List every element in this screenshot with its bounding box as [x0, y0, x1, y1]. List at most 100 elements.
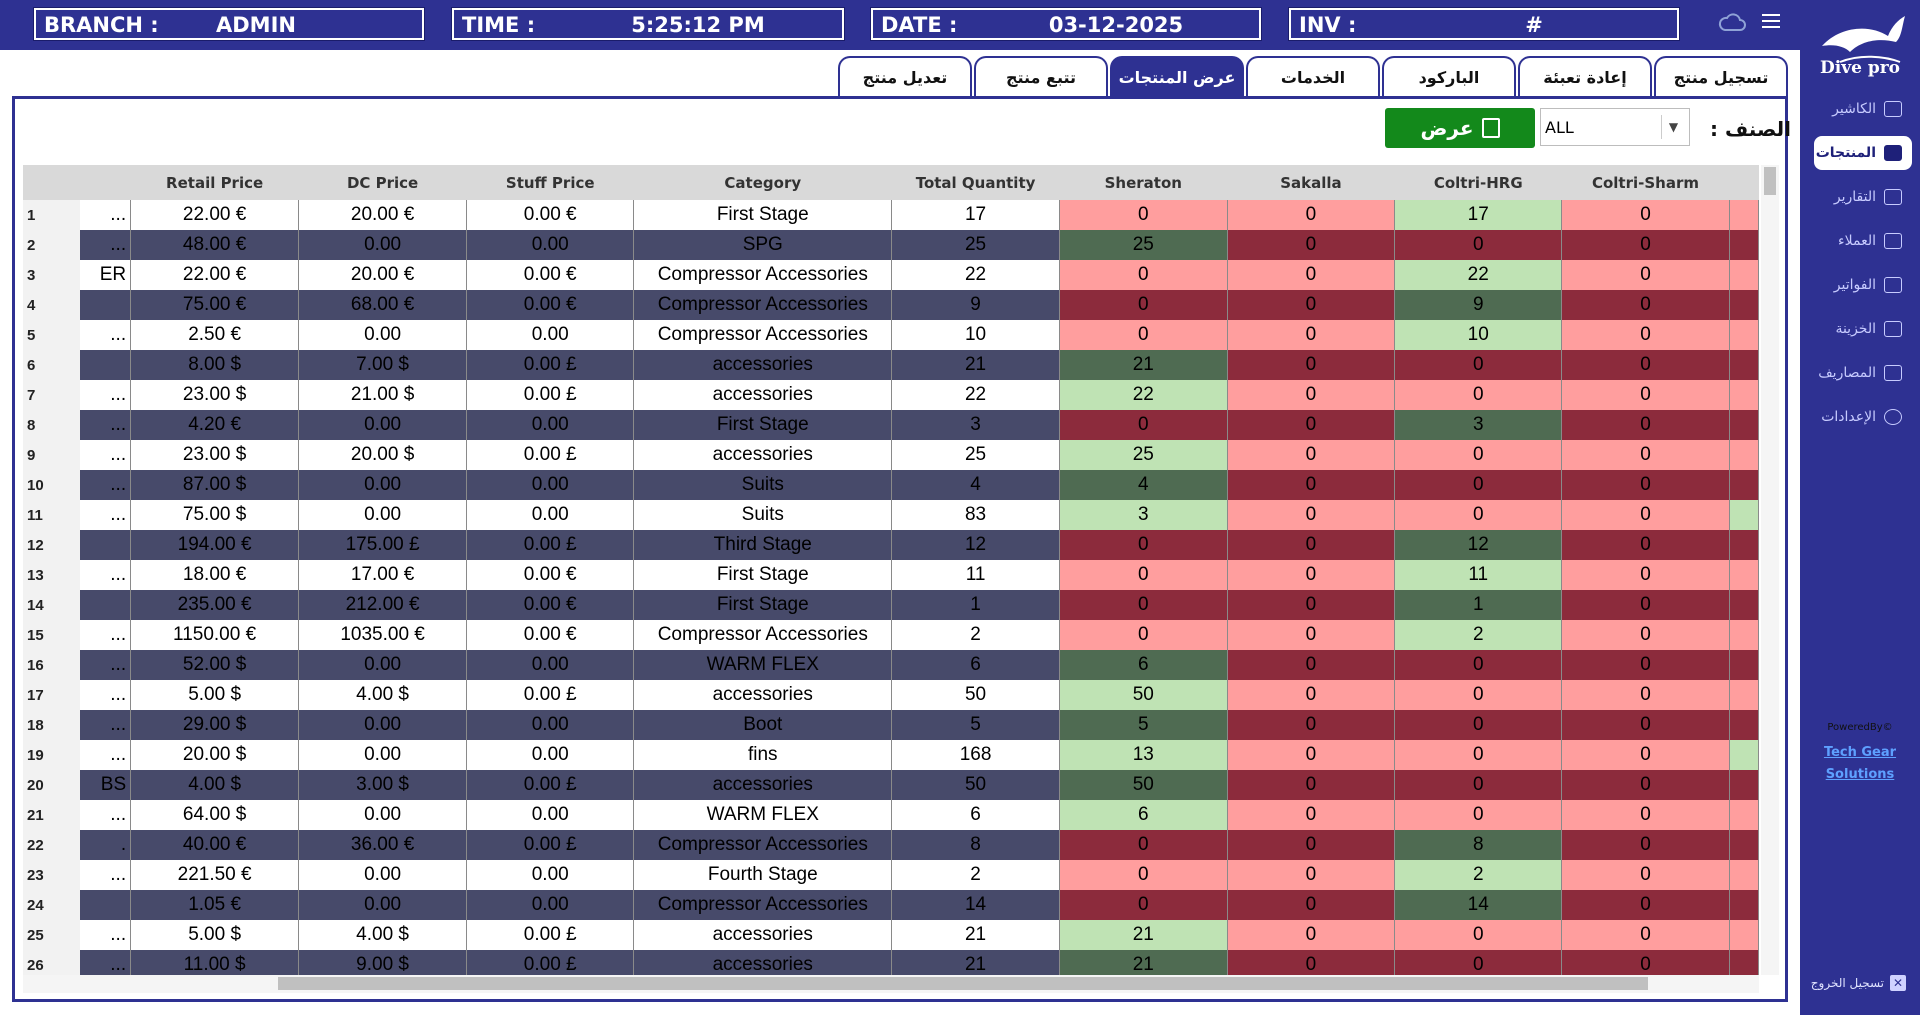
cell-sakalla[interactable]: 0 — [1227, 680, 1396, 710]
table-row[interactable]: 19... 20.00 $0.00 0.00 fins 168 13 0 0 0 — [23, 740, 1759, 770]
cell-sheraton[interactable]: 5 — [1059, 710, 1228, 740]
cell-dc-price[interactable]: 0.00 — [298, 710, 468, 740]
cell-category[interactable]: First Stage — [633, 560, 893, 590]
cell-coltri-hrg[interactable]: 14 — [1394, 890, 1563, 920]
cell-name[interactable]: ... — [80, 230, 132, 260]
cell-sakalla[interactable]: 0 — [1227, 710, 1396, 740]
table-row[interactable]: 11... 75.00 $0.00 0.00 Suits 83 3 0 0 0 — [23, 500, 1759, 530]
table-row[interactable]: 14 235.00 €212.00 €0.00 € First Stage 1 0 0 1 0 — [23, 590, 1759, 620]
cell-category[interactable]: Fourth Stage — [633, 860, 893, 890]
cell-coltri-hrg[interactable]: 22 — [1394, 260, 1563, 290]
cell-sakalla[interactable]: 0 — [1227, 200, 1396, 230]
cell-coltri-sharm[interactable]: 0 — [1561, 920, 1730, 950]
tab-edit-product[interactable]: تعديل منتج — [838, 56, 972, 96]
cell-total-quantity[interactable]: 4 — [891, 470, 1060, 500]
cell-total-quantity[interactable]: 25 — [891, 440, 1060, 470]
tab-track-product[interactable]: تتبع منتج — [974, 56, 1108, 96]
cell-dc-price[interactable]: 4.00 $ — [298, 920, 468, 950]
table-row[interactable]: 5... 2.50 €0.00 0.00 Compressor Accessories… — [23, 320, 1759, 350]
cell-sheraton[interactable]: 50 — [1059, 680, 1228, 710]
nav-reports[interactable]: التقارير — [1814, 180, 1912, 214]
cell-coltri-sharm[interactable]: 0 — [1561, 410, 1730, 440]
cell-dc-price[interactable]: 4.00 $ — [298, 680, 468, 710]
table-row[interactable]: 18... 29.00 $0.00 0.00 Boot 5 5 0 0 0 — [23, 710, 1759, 740]
cell-coltri-sharm[interactable]: 0 — [1561, 560, 1730, 590]
cell-coltri-sharm[interactable]: 0 — [1561, 290, 1730, 320]
cell-retail-price[interactable]: 5.00 $ — [130, 680, 300, 710]
cell-dc-price[interactable]: 0.00 — [298, 800, 468, 830]
vertical-scrollbar-thumb[interactable] — [1764, 167, 1776, 195]
cell-sheraton[interactable]: 21 — [1059, 350, 1228, 380]
cell-dc-price[interactable]: 17.00 € — [298, 560, 468, 590]
cell-dc-price[interactable]: 0.00 — [298, 500, 468, 530]
cell-category[interactable]: Compressor Accessories — [633, 830, 893, 860]
cell-sheraton[interactable]: 0 — [1059, 620, 1228, 650]
cell-coltri-hrg[interactable]: 2 — [1394, 860, 1563, 890]
cell-category[interactable]: accessories — [633, 380, 893, 410]
cell-dc-price[interactable]: 36.00 € — [298, 830, 468, 860]
cell-sheraton[interactable]: 50 — [1059, 770, 1228, 800]
cell-dc-price[interactable]: 175.00 £ — [298, 530, 468, 560]
cell-retail-price[interactable]: 87.00 $ — [130, 470, 300, 500]
cell-coltri-sharm[interactable]: 0 — [1561, 650, 1730, 680]
cell-stuff-price[interactable]: 0.00 — [466, 230, 635, 260]
horizontal-scrollbar-thumb[interactable] — [278, 977, 1648, 990]
cell-sheraton[interactable]: 0 — [1059, 890, 1228, 920]
cell-total-quantity[interactable]: 22 — [891, 260, 1060, 290]
cell-category[interactable]: Boot — [633, 710, 893, 740]
cell-retail-price[interactable]: 20.00 $ — [130, 740, 300, 770]
table-row[interactable]: 23... 221.50 €0.00 0.00 Fourth Stage 2 0 0 2 0 — [23, 860, 1759, 890]
nav-cashier[interactable]: الكاشير — [1814, 92, 1912, 126]
cell-stuff-price[interactable]: 0.00 £ — [466, 950, 635, 975]
cell-coltri-hrg[interactable]: 0 — [1394, 380, 1563, 410]
cell-dc-price[interactable]: 0.00 — [298, 890, 468, 920]
table-row[interactable]: 17... 5.00 $4.00 $0.00 £ accessories 50 50 0 0… — [23, 680, 1759, 710]
cell-category[interactable]: Third Stage — [633, 530, 893, 560]
cell-sakalla[interactable]: 0 — [1227, 380, 1396, 410]
cell-coltri-hrg[interactable]: 9 — [1394, 290, 1563, 320]
header-sheraton[interactable]: Sheraton — [1059, 165, 1228, 200]
cell-stuff-price[interactable]: 0.00 £ — [466, 830, 635, 860]
cell-coltri-sharm[interactable]: 0 — [1561, 380, 1730, 410]
nav-customers[interactable]: العملاء — [1814, 224, 1912, 258]
cell-retail-price[interactable]: 29.00 $ — [130, 710, 300, 740]
cell-dc-price[interactable]: 20.00 $ — [298, 440, 468, 470]
cell-coltri-sharm[interactable]: 0 — [1561, 950, 1730, 975]
tab-barcode[interactable]: الباركود — [1382, 56, 1516, 96]
cell-total-quantity[interactable]: 25 — [891, 230, 1060, 260]
cell-coltri-hrg[interactable]: 0 — [1394, 920, 1563, 950]
cell-retail-price[interactable]: 48.00 € — [130, 230, 300, 260]
cell-category[interactable]: accessories — [633, 920, 893, 950]
header-total-quantity[interactable]: Total Quantity — [891, 165, 1060, 200]
table-row[interactable]: 9... 23.00 $20.00 $0.00 £ accessories 25 25 0… — [23, 440, 1759, 470]
cell-coltri-hrg[interactable]: 0 — [1394, 680, 1563, 710]
cell-sheraton[interactable]: 0 — [1059, 200, 1228, 230]
cell-sakalla[interactable]: 0 — [1227, 500, 1396, 530]
cell-retail-price[interactable]: 5.00 $ — [130, 920, 300, 950]
cell-coltri-hrg[interactable]: 0 — [1394, 770, 1563, 800]
cell-category[interactable]: fins — [633, 740, 893, 770]
cell-category[interactable]: accessories — [633, 440, 893, 470]
cell-dc-price[interactable]: 0.00 — [298, 470, 468, 500]
cell-sakalla[interactable]: 0 — [1227, 230, 1396, 260]
cell-category[interactable]: First Stage — [633, 590, 893, 620]
table-row[interactable]: 2... 48.00 €0.00 0.00 SPG 25 25 0 0 0 — [23, 230, 1759, 260]
cell-stuff-price[interactable]: 0.00 € — [466, 200, 635, 230]
cell-dc-price[interactable]: 0.00 — [298, 230, 468, 260]
cell-retail-price[interactable]: 23.00 $ — [130, 440, 300, 470]
cell-stuff-price[interactable]: 0.00 — [466, 740, 635, 770]
cell-name[interactable]: ... — [80, 710, 132, 740]
cell-total-quantity[interactable]: 9 — [891, 290, 1060, 320]
cell-sheraton[interactable]: 3 — [1059, 500, 1228, 530]
cell-name[interactable]: ... — [80, 470, 132, 500]
company-link[interactable]: Tech Gear Solutions — [1800, 742, 1920, 786]
cell-name[interactable]: ER — [80, 260, 132, 290]
header-coltri-hrg[interactable]: Coltri-HRG — [1394, 165, 1562, 200]
cell-total-quantity[interactable]: 83 — [891, 500, 1060, 530]
cell-sakalla[interactable]: 0 — [1227, 860, 1396, 890]
cell-total-quantity[interactable]: 21 — [891, 920, 1060, 950]
cell-sheraton[interactable]: 25 — [1059, 440, 1228, 470]
cell-category[interactable]: Compressor Accessories — [633, 890, 893, 920]
cell-coltri-sharm[interactable]: 0 — [1561, 890, 1730, 920]
cell-category[interactable]: First Stage — [633, 410, 893, 440]
